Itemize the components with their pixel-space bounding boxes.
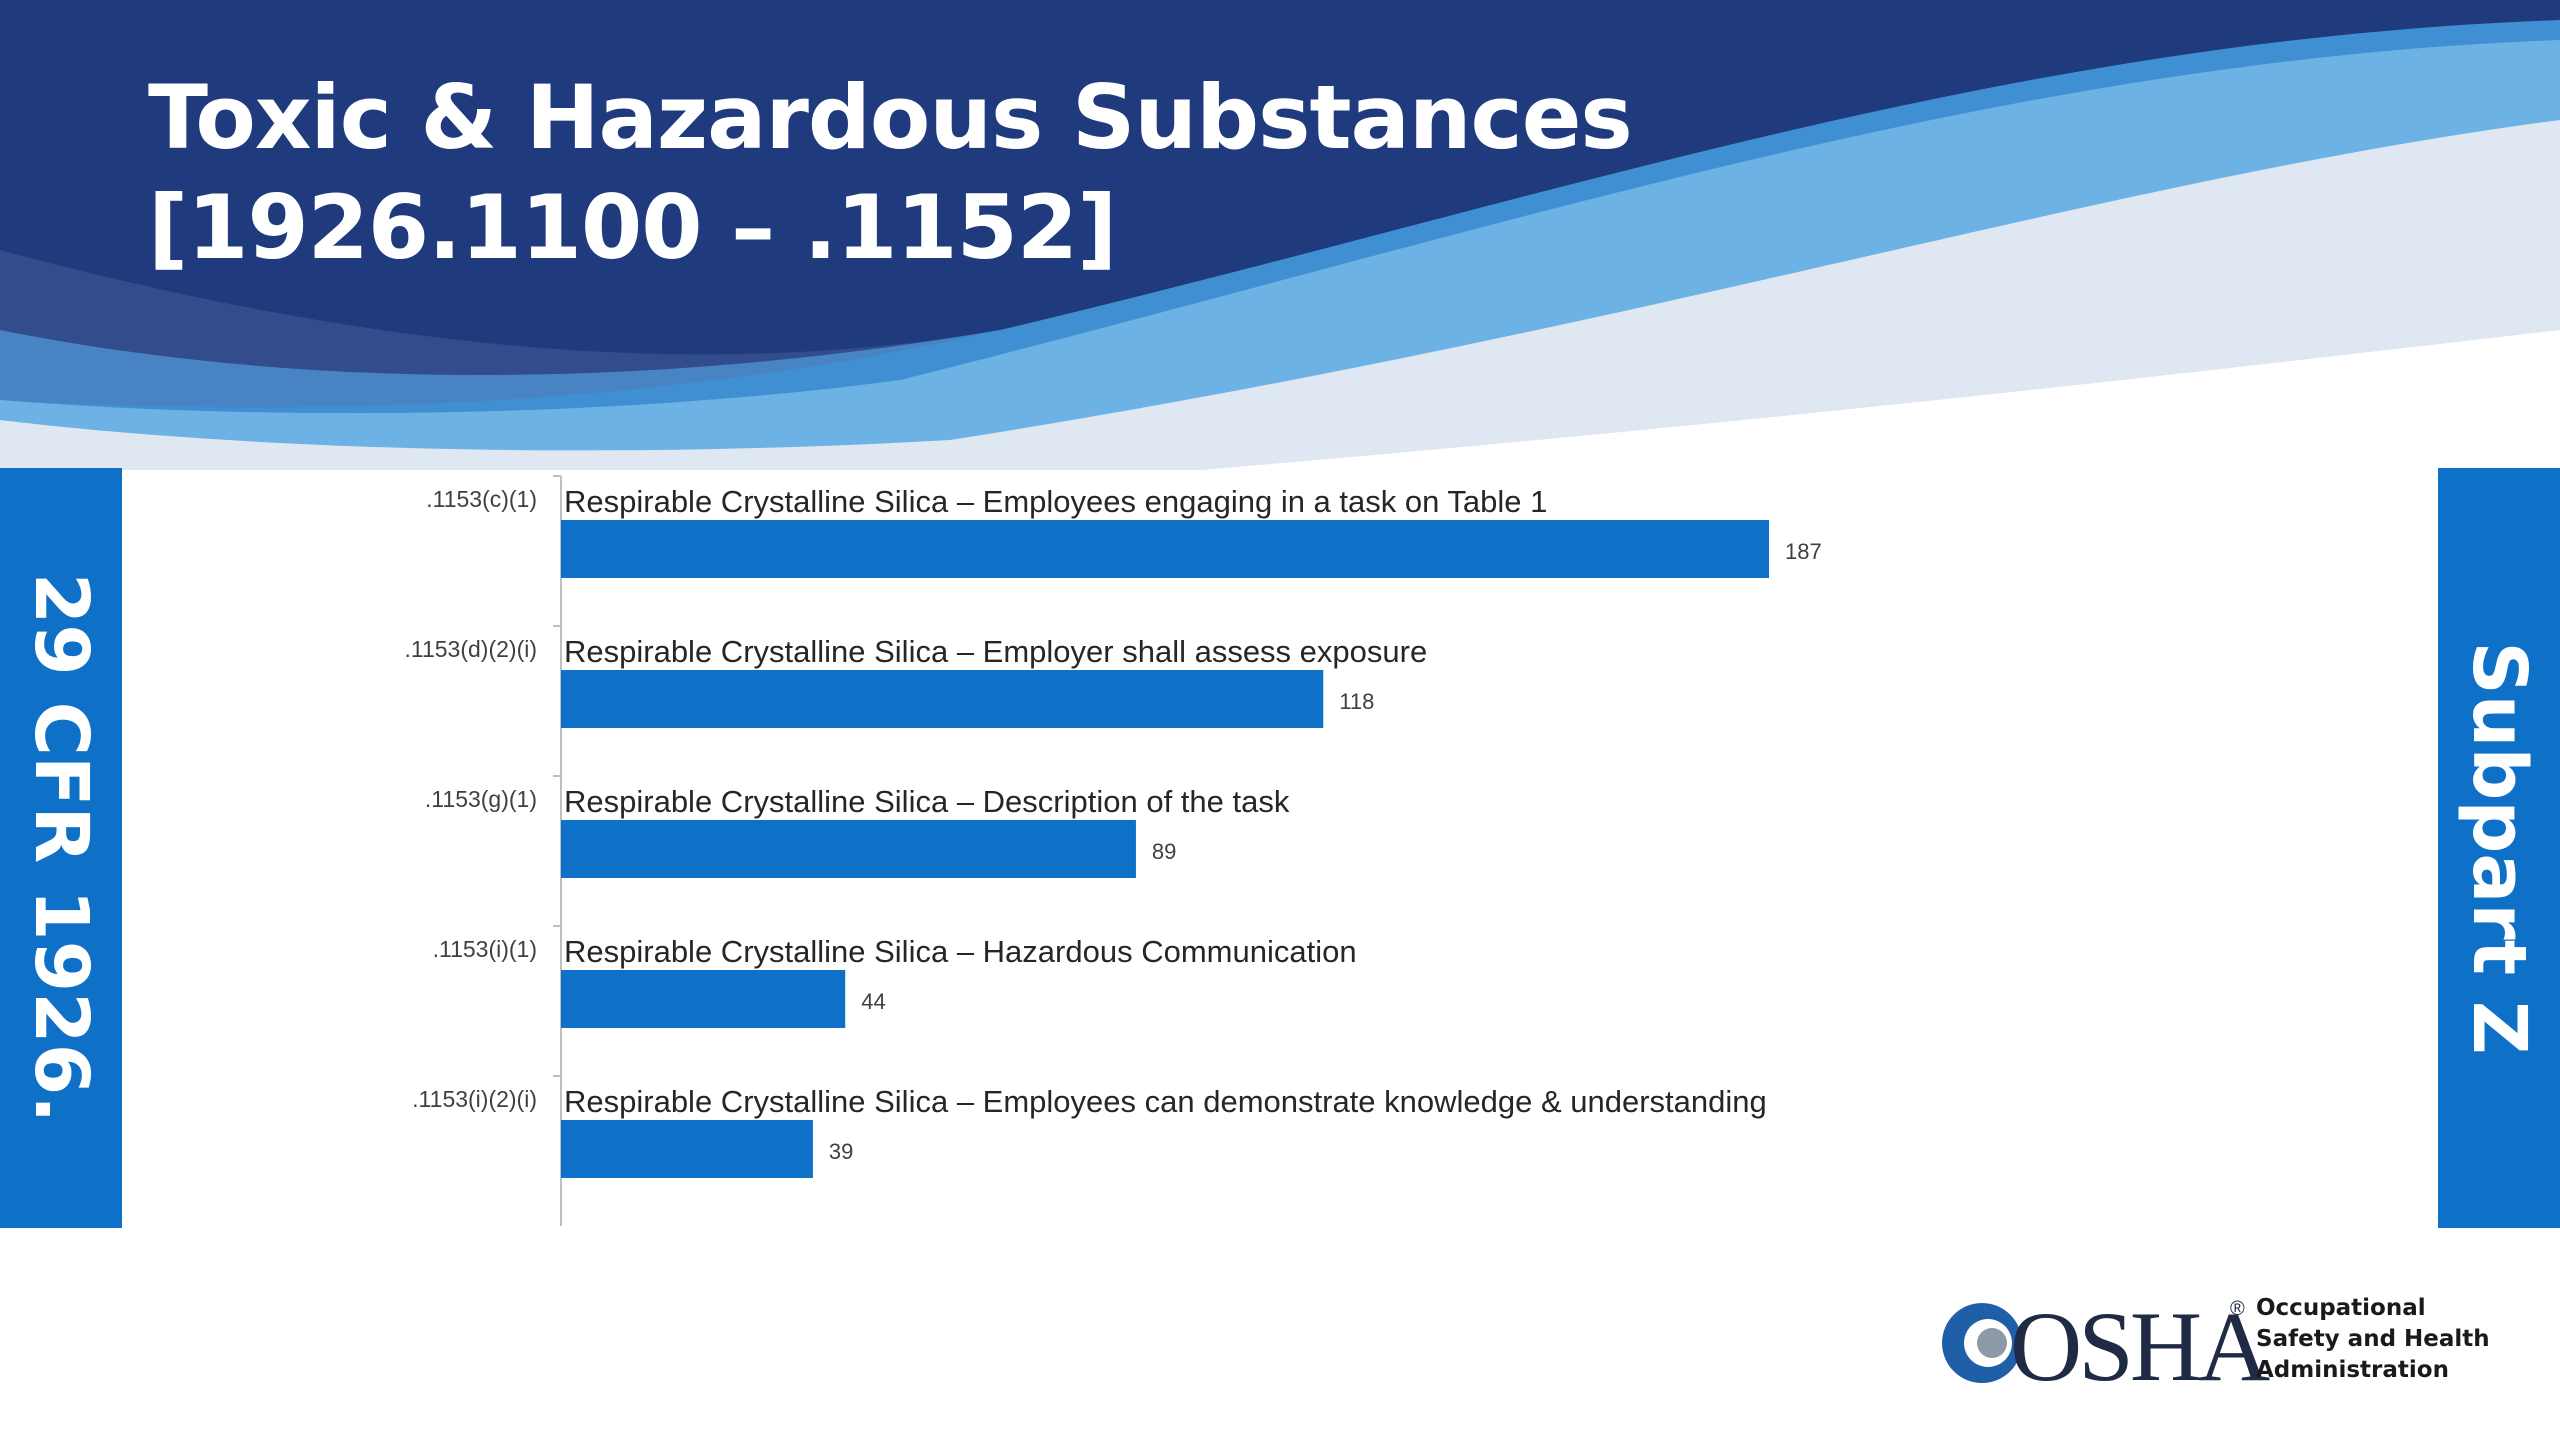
category-label: .1153(i)(2)(i) xyxy=(412,1086,537,1112)
slide-title-line-2: [1926.1100 – .1152] xyxy=(148,176,1117,279)
bar-value-label: 39 xyxy=(829,1139,853,1164)
category-description: Respirable Crystalline Silica – Employee… xyxy=(564,484,1547,519)
bar xyxy=(561,520,1769,578)
osha-wordmark: OSHA xyxy=(2010,1291,2270,1400)
category-label: .1153(i)(1) xyxy=(433,936,537,962)
category-label: .1153(c)(1) xyxy=(426,486,537,512)
osha-text-line-3: Administration xyxy=(2256,1357,2449,1383)
osha-text-line-2: Safety and Health xyxy=(2256,1326,2490,1352)
bar xyxy=(561,820,1136,878)
category-description: Respirable Crystalline Silica – Hazardou… xyxy=(564,934,1357,969)
category-description: Respirable Crystalline Silica – Employee… xyxy=(564,1084,1767,1119)
osha-logo: OSHA ® xyxy=(1942,1291,2274,1400)
category-label: .1153(d)(2)(i) xyxy=(405,636,538,662)
category-label: .1153(g)(1) xyxy=(425,786,537,812)
bar xyxy=(561,1120,813,1178)
bar-value-label: 89 xyxy=(1152,839,1176,864)
bar-value-label: 118 xyxy=(1339,689,1374,714)
bar-value-label: 44 xyxy=(861,989,885,1014)
header-background xyxy=(0,0,2560,470)
bar xyxy=(561,670,1324,728)
right-side-band: Subpart Z xyxy=(2438,468,2560,1228)
osha-registered-mark: ® xyxy=(2230,1298,2245,1320)
left-side-band: 29 CFR 1926. xyxy=(0,468,122,1228)
category-description: Respirable Crystalline Silica – Descript… xyxy=(564,784,1290,819)
osha-text-line-1: Occupational xyxy=(2256,1295,2426,1321)
bar xyxy=(561,970,846,1028)
bar-value-label: 187 xyxy=(1785,539,1822,564)
category-description: Respirable Crystalline Silica – Employer… xyxy=(564,634,1427,669)
slide-title-line-1: Toxic & Hazardous Substances xyxy=(148,66,1633,169)
